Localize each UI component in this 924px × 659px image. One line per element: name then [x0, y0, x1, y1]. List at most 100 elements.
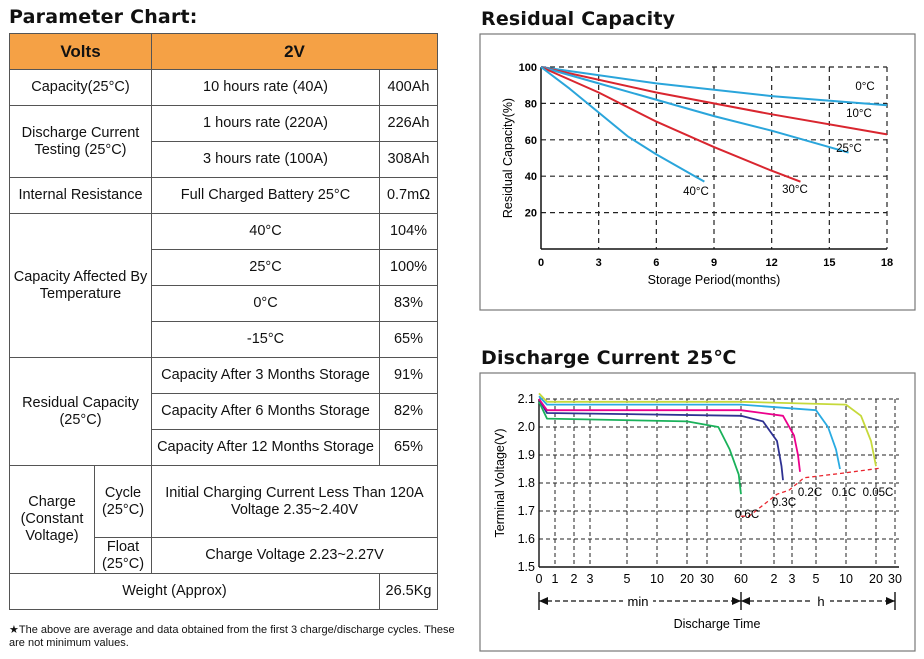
x-tick-label: 0: [538, 257, 544, 269]
series-line: [538, 398, 784, 481]
charge-label: Charge (Constant Voltage): [9, 465, 95, 574]
cycle-value: Initial Charging Current Less Than 120A …: [151, 465, 438, 538]
min-label-bg: [623, 592, 653, 609]
x-tick-label: 15: [823, 257, 835, 269]
residual-chart-title: Residual Capacity: [481, 8, 676, 30]
series-label: 0.2C: [798, 487, 822, 499]
discharge-label: Discharge Current Testing (25°C): [9, 105, 152, 178]
series-label: 40°C: [683, 186, 709, 198]
series-label: 0°C: [855, 81, 874, 93]
table-row: Charge (Constant Voltage) Cycle (25°C) I…: [9, 465, 438, 574]
residual-value-12: 65%: [379, 429, 438, 466]
series-label: 0.6C: [735, 509, 759, 521]
discharge-current-chart: 1.51.61.71.81.92.02.10 1 2 3 5 10 20 30 60 2 3 5 10 2…: [479, 372, 916, 652]
series-label: 0.05C: [863, 487, 894, 499]
temp-cond-3: 0°C: [151, 285, 380, 322]
y-tick-label: 2.1: [518, 392, 535, 406]
series-label: 0.3C: [772, 497, 796, 509]
y-tick-label: 60: [525, 135, 537, 147]
series-line: [540, 66, 849, 154]
table-row: Capacity(25°C) 10 hours rate (40A) 400Ah: [9, 69, 438, 106]
x-tick-label: 5: [813, 572, 820, 586]
table-row: Weight (Approx) 26.5Kg: [9, 573, 438, 610]
series-label: 0.1C: [832, 487, 856, 499]
x-tick-label: 12: [766, 257, 778, 269]
series-label: 10°C: [846, 108, 872, 120]
y-tick-label: 1.5: [518, 560, 535, 574]
temp-value-2: 100%: [379, 249, 438, 286]
float-label: Float (25°C): [94, 537, 152, 574]
residual-label: Residual Capacity (25°C): [9, 357, 152, 466]
h-label-bg: [812, 592, 830, 609]
x-tick-label: 18: [881, 257, 893, 269]
y-tick-label: 2.0: [518, 420, 535, 434]
volts-label: Volts: [9, 33, 152, 70]
discharge-chart-title: Discharge Current 25℃: [481, 347, 737, 369]
x-tick-label: 30: [888, 572, 902, 586]
x-tick-label: 1: [552, 572, 559, 586]
x-axis-label: Discharge Time: [674, 617, 761, 631]
y-tick-label: 20: [525, 208, 537, 220]
temp-cond-4: -15°C: [151, 321, 380, 358]
y-axis-label: Terminal Voltage(V): [493, 428, 507, 537]
volts-value: 2V: [151, 33, 438, 70]
table-row: Internal Resistance Full Charged Battery…: [9, 177, 438, 214]
temp-cond-1: 40°C: [151, 213, 380, 250]
weight-label: Weight (Approx): [9, 573, 380, 610]
y-tick-label: 100: [519, 62, 537, 74]
table-row: Float (25°C) Charge Voltage 2.23~2.27V: [10, 537, 438, 574]
x-tick-label: 2: [771, 572, 778, 586]
temp-cond-2: 25°C: [151, 249, 380, 286]
capacity-label: Capacity(25°C): [9, 69, 152, 106]
x-tick-label: 0: [536, 572, 543, 586]
y-tick-label: 40: [525, 171, 537, 183]
series-line: [538, 392, 877, 467]
table-header-row: Volts 2V: [9, 33, 438, 70]
temp-value-3: 83%: [379, 285, 438, 322]
table-row: -15°C 65%: [10, 321, 438, 358]
x-tick-label: 9: [711, 257, 717, 269]
x-tick-label: 60: [734, 572, 748, 586]
cutoff-line: [741, 467, 881, 517]
residual-value-6: 82%: [379, 393, 438, 430]
footnote: ★The above are average and data obtained…: [9, 624, 455, 649]
y-tick-label: 1.6: [518, 532, 535, 546]
x-tick-label: 3: [789, 572, 796, 586]
series-line: [538, 398, 801, 472]
series-label: 25°C: [836, 143, 862, 155]
x-tick-label: 20: [680, 572, 694, 586]
x-tick-label: 6: [653, 257, 659, 269]
x-tick-label: 10: [839, 572, 853, 586]
parameter-table: Volts 2V Capacity(25°C) 10 hours rate (4…: [9, 33, 438, 610]
table-row: 0°C 83%: [10, 285, 438, 322]
weight-value: 26.5Kg: [379, 573, 438, 610]
temp-value-4: 65%: [379, 321, 438, 358]
x-tick-label: 10: [650, 572, 664, 586]
x-tick-label: 20: [869, 572, 883, 586]
table-row: Capacity Affected By Temperature 40°C 10…: [9, 213, 438, 358]
temp-label: Capacity Affected By Temperature: [9, 213, 152, 358]
table-row: Capacity After 12 Months Storage 65%: [10, 429, 438, 466]
cycle-label: Cycle (25°C): [94, 465, 152, 538]
range-arrowhead: [741, 597, 750, 605]
range-arrowhead: [732, 597, 741, 605]
discharge-cond-1: 1 hours rate (220A): [151, 105, 380, 142]
temp-value-1: 104%: [379, 213, 438, 250]
y-tick-label: 1.8: [518, 476, 535, 490]
series-line: [540, 66, 801, 183]
residual-cond-6: Capacity After 6 Months Storage: [151, 393, 380, 430]
internal-cond: Full Charged Battery 25°C: [151, 177, 380, 214]
float-value: Charge Voltage 2.23~2.27V: [151, 537, 438, 574]
discharge-value-3: 308Ah: [379, 141, 438, 178]
discharge-value-1: 226Ah: [379, 105, 438, 142]
x-tick-label: 30: [700, 572, 714, 586]
table-row: Residual Capacity (25°C) Capacity After …: [9, 357, 438, 466]
y-tick-label: 1.7: [518, 504, 535, 518]
x-axis-label: Storage Period(months): [648, 273, 781, 287]
range-arrowhead: [886, 597, 895, 605]
table-row: Capacity After 6 Months Storage 82%: [10, 393, 438, 430]
residual-cond-3: Capacity After 3 Months Storage: [151, 357, 380, 394]
y-axis-label: Residual Capacity(%): [501, 98, 515, 218]
capacity-cond: 10 hours rate (40A): [151, 69, 380, 106]
parameter-chart-title: Parameter Chart:: [9, 6, 198, 28]
